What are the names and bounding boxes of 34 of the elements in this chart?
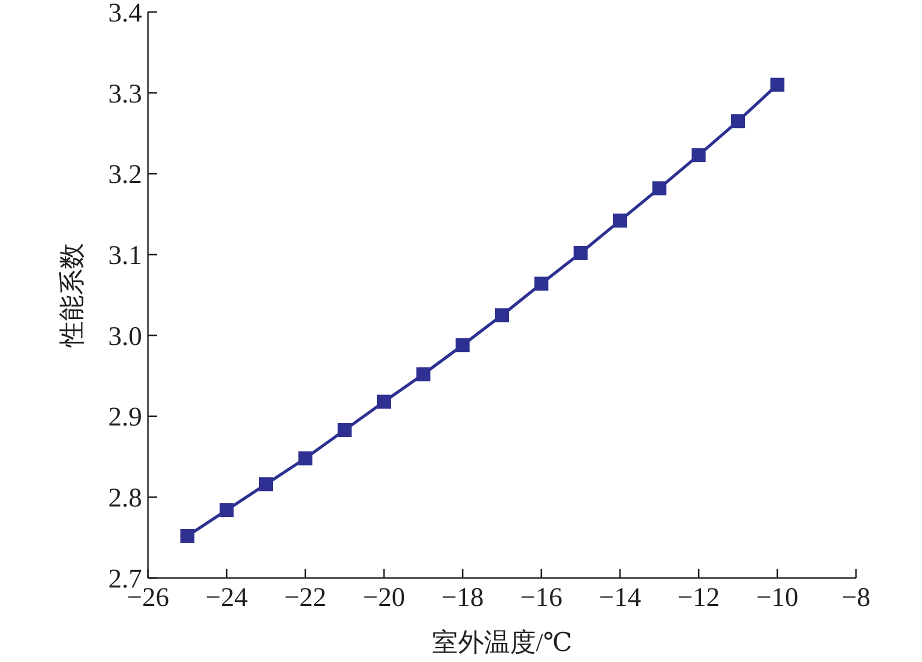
y-tick-label: 3.1 [108, 240, 142, 270]
x-tick-label: −20 [362, 582, 406, 612]
point [613, 214, 627, 228]
x-tick-label: −8 [842, 582, 870, 612]
x-tick-label: −10 [756, 582, 798, 612]
point [770, 78, 784, 92]
y-tick-label: 3.2 [108, 159, 142, 190]
point [180, 528, 194, 543]
point [338, 423, 352, 438]
point [259, 477, 273, 492]
x-tick-label: −24 [206, 582, 248, 612]
x-tick-label: −14 [598, 582, 642, 612]
point [495, 308, 509, 322]
y-axis-title: 性能系数 [58, 243, 86, 348]
y-tick-label: 3.3 [108, 78, 142, 108]
x-axis-title: 室外温度/℃ [432, 628, 572, 657]
y-tick-label: 2.9 [108, 402, 142, 432]
point [574, 246, 588, 260]
y-tick-label: 2.8 [108, 482, 142, 513]
point [416, 367, 430, 382]
point [692, 148, 706, 162]
point [220, 503, 234, 518]
point [377, 394, 391, 409]
x-tick-label: −16 [520, 582, 562, 612]
x-tick-label: −18 [442, 582, 484, 612]
point [456, 338, 470, 352]
x-tick-label: −22 [284, 582, 326, 612]
y-tick-label: 3.0 [108, 320, 142, 351]
point [652, 181, 666, 196]
x-tick-label: −12 [678, 582, 720, 612]
point [731, 114, 745, 128]
point [534, 276, 548, 291]
y-tick-label: 3.4 [108, 0, 142, 28]
point [298, 451, 312, 466]
